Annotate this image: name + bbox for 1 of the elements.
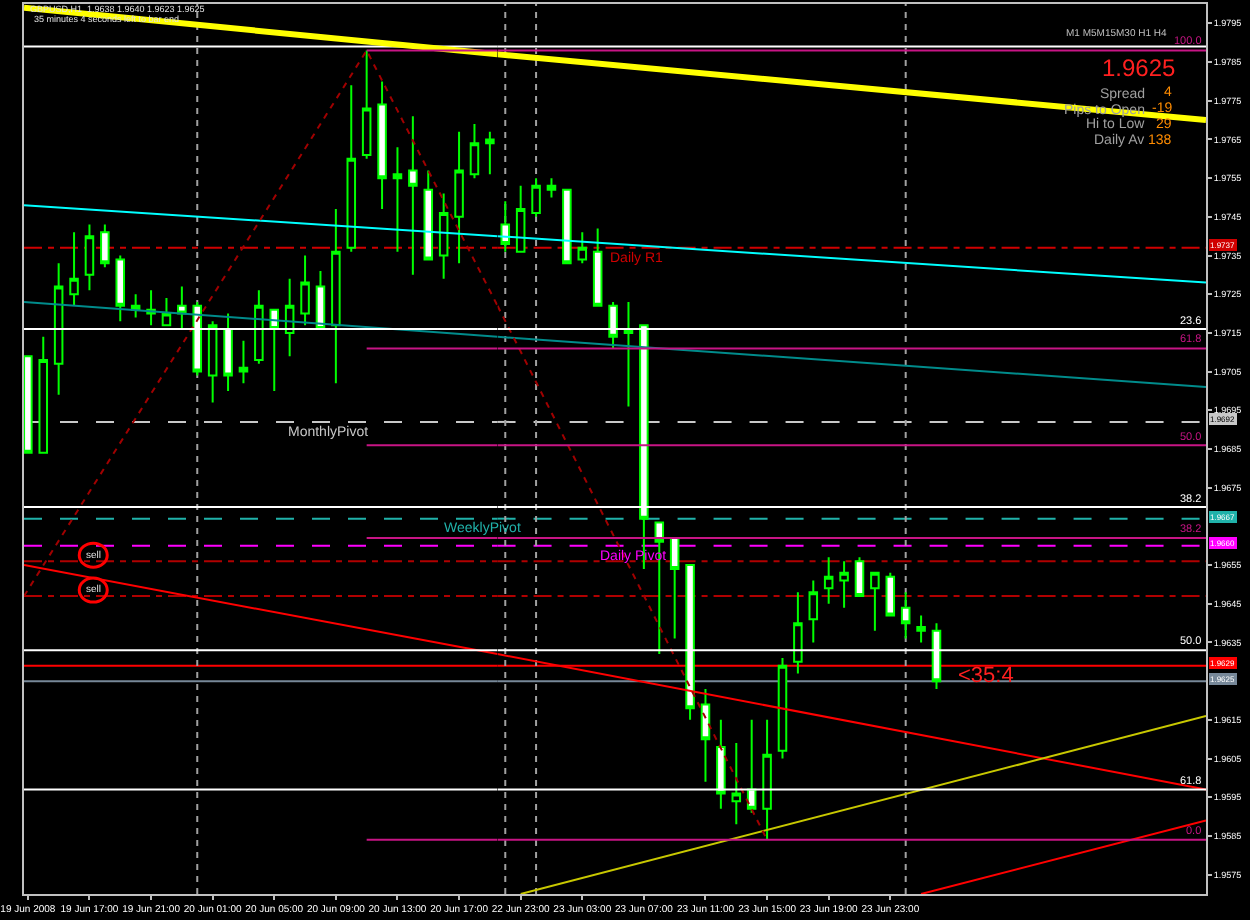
annotation: 1.9625 (1102, 54, 1177, 82)
